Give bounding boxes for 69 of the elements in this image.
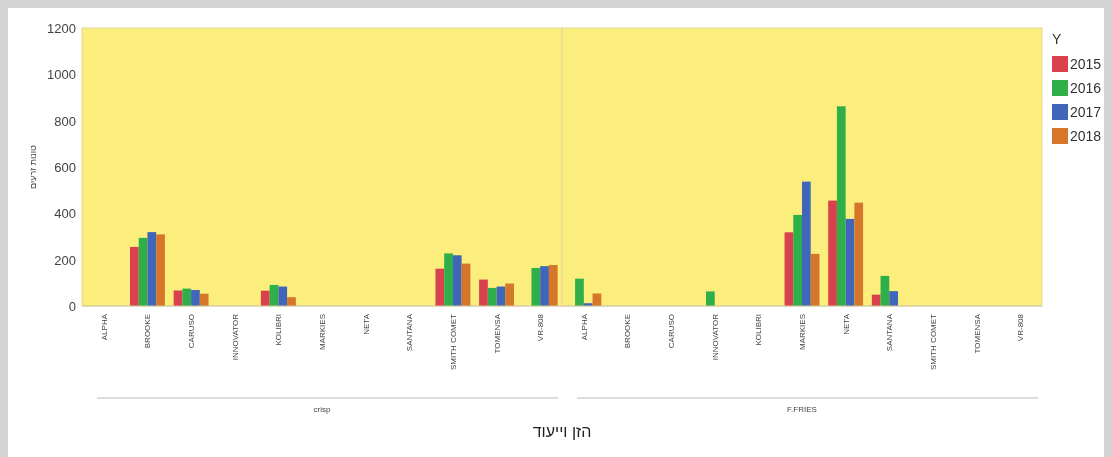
bar <box>479 279 488 306</box>
bar <box>784 232 794 306</box>
y-tick-label: 0 <box>68 299 76 314</box>
bar <box>793 214 802 306</box>
bar <box>147 232 157 306</box>
y-tick-label: 600 <box>54 160 76 175</box>
bar <box>435 268 445 306</box>
y-tick-label: 1200 <box>47 21 76 36</box>
x-tick-label: SMITH COMET <box>928 313 938 370</box>
bar <box>130 246 139 306</box>
bar <box>854 202 864 306</box>
bar <box>505 283 514 306</box>
y-tick-label: 1000 <box>47 67 76 83</box>
bar <box>845 218 855 306</box>
x-tick-label: TOMENSA <box>492 313 502 354</box>
x-tick-label: MARKIES <box>798 314 807 351</box>
x-tick-label: VR-808 <box>536 313 546 342</box>
bar <box>182 288 192 306</box>
x-tick-label: KOLIBRI <box>754 314 764 346</box>
x-tick-label: INNOVATOR <box>710 313 720 361</box>
bar <box>706 291 715 306</box>
bar <box>287 297 296 306</box>
bar <box>575 278 584 306</box>
x-tick-label: SANTANA <box>885 313 895 352</box>
bar <box>138 237 148 306</box>
legend-label: 2016 <box>1070 80 1102 96</box>
x-tick-label: NETA <box>841 313 851 335</box>
bar <box>278 286 288 306</box>
legend-label: 2017 <box>1070 104 1102 120</box>
bar <box>487 287 497 306</box>
x-tick-label: BROOKE <box>623 314 633 349</box>
x-tick-label: MARKIES <box>318 314 327 351</box>
x-tick-label: CARUSO <box>187 314 197 349</box>
x-tick-label: ALPHA <box>579 313 589 341</box>
bar <box>156 234 165 306</box>
x-tick-label: SMITH COMET <box>448 313 458 370</box>
bar <box>531 268 541 306</box>
bar <box>444 253 453 306</box>
x-tick-label: INNOVATOR <box>230 313 240 361</box>
text: הזן וייעוד <box>532 423 592 440</box>
legend-label: 2015 <box>1070 56 1102 72</box>
legend-title: Y <box>1052 31 1062 47</box>
x-axis-title: F.FRIES <box>787 405 817 414</box>
x-tick-label: BROOKE <box>143 314 153 349</box>
bar <box>836 106 846 306</box>
x-tick-label: CARUSO <box>667 314 677 349</box>
y-tick-label: 400 <box>54 206 76 222</box>
x-tick-label: KOLIBRI <box>274 314 284 346</box>
y-tick-label: 200 <box>54 252 76 268</box>
bar <box>260 290 270 306</box>
x-tick-label: SANTANA <box>405 313 415 352</box>
x-axis-title: crisp <box>313 405 331 414</box>
bar <box>540 266 549 306</box>
x-tick-label: TOMENSA <box>972 313 982 354</box>
bar <box>452 255 462 306</box>
x-tick-label: NETA <box>361 313 371 335</box>
legend-label: 2018 <box>1070 128 1102 144</box>
bar <box>810 253 820 306</box>
y-axis-title: טונות זרעים <box>28 144 38 189</box>
bar <box>199 293 209 306</box>
bar <box>871 294 881 306</box>
bar <box>802 181 811 306</box>
bar <box>889 291 898 306</box>
x-tick-label: ALPHA <box>99 313 109 341</box>
x-tick-label: VR-808 <box>1016 313 1026 342</box>
y-tick-label: 800 <box>54 113 76 129</box>
bar <box>828 200 837 306</box>
bar <box>548 265 558 306</box>
bar <box>191 290 200 306</box>
